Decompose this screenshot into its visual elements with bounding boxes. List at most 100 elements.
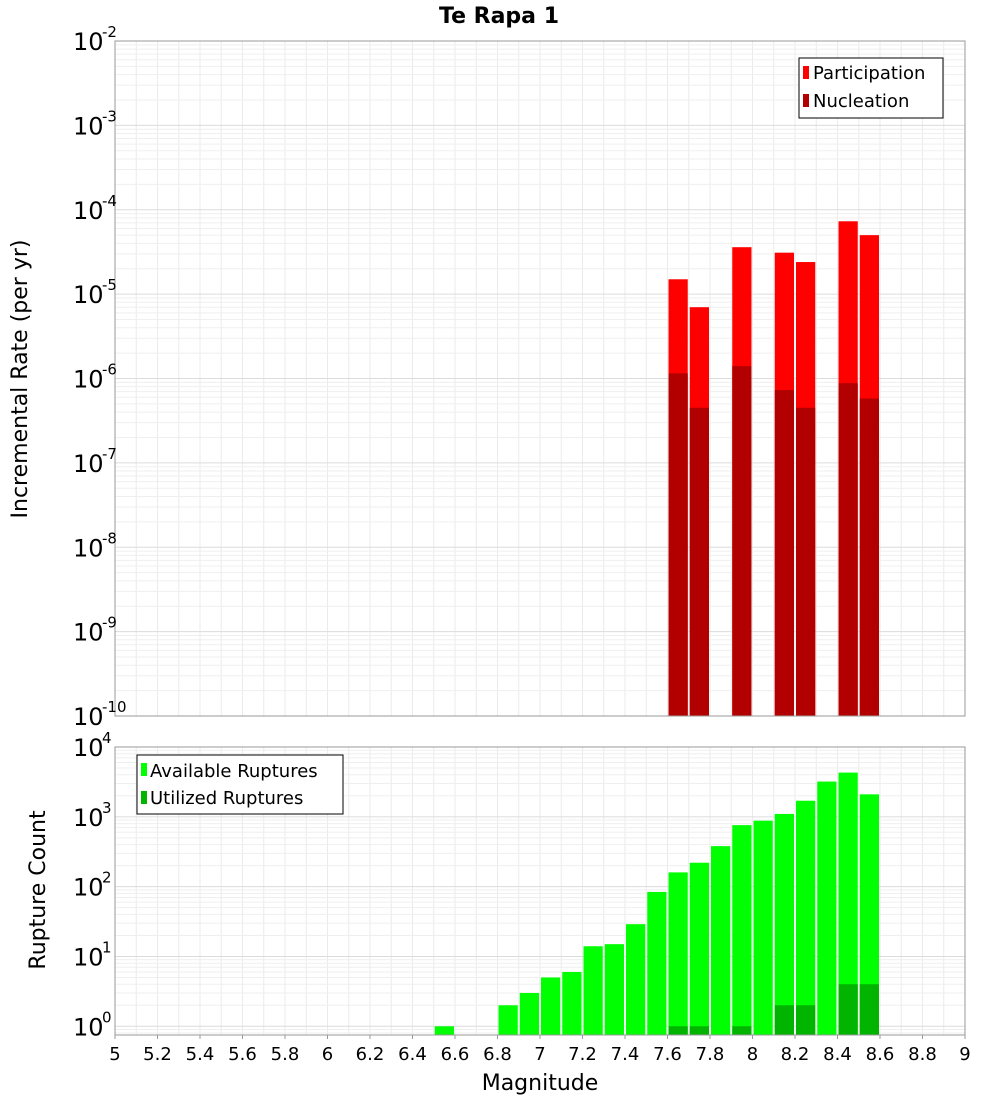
- y-tick-label: 10-4: [73, 192, 117, 225]
- bar-available-ruptures: [838, 772, 858, 1035]
- bar-available-ruptures: [604, 944, 624, 1035]
- bar-available-ruptures: [647, 891, 667, 1035]
- bar-available-ruptures: [498, 1005, 518, 1035]
- y-tick-label: 10-5: [73, 276, 117, 309]
- y-tick-base: 10: [73, 28, 104, 56]
- count-x-ticks: 5 5.2 5.4 5.6 5.8 6 6.2 6.4 6.6 6.8 7 7.2 7.4 7.6 7.8 8…: [109, 1035, 971, 1065]
- bar-available-ruptures: [541, 977, 561, 1035]
- bar-utilized-ruptures: [859, 984, 879, 1035]
- count-legend-box: [136, 754, 344, 815]
- x-tick-label: 8.8: [908, 1044, 937, 1065]
- y-tick-label: 10-9: [73, 614, 117, 647]
- y-tick-label: 104: [73, 729, 112, 762]
- y-tick-exponent: 2: [102, 869, 112, 887]
- y-tick-base: 10: [73, 450, 104, 478]
- bar-available-ruptures: [859, 794, 879, 1035]
- y-tick-base: 10: [73, 804, 104, 832]
- y-tick-label: 102: [73, 869, 112, 902]
- bar-nucleation: [859, 398, 879, 716]
- y-tick-exponent: -4: [102, 192, 117, 210]
- bar-available-ruptures: [434, 1026, 454, 1035]
- x-tick-label: 6.4: [398, 1044, 427, 1065]
- y-tick-exponent: -7: [102, 445, 117, 463]
- y-tick-label: 100: [73, 1008, 112, 1041]
- bar-nucleation: [774, 390, 794, 716]
- bar-nucleation: [668, 373, 688, 716]
- y-tick-label: 10-3: [73, 107, 117, 140]
- legend-swatch-available: [141, 763, 147, 776]
- y-tick-base: 10: [73, 619, 104, 647]
- x-tick-label: 7.6: [653, 1044, 682, 1065]
- bar-nucleation: [796, 407, 816, 716]
- y-tick-base: 10: [73, 281, 104, 309]
- x-tick-label: 9: [959, 1044, 970, 1065]
- x-tick-label: 8.2: [781, 1044, 810, 1065]
- bar-utilized-ruptures: [838, 984, 858, 1035]
- bar-utilized-ruptures: [689, 1026, 709, 1035]
- y-tick-exponent: 3: [102, 799, 112, 817]
- bar-available-ruptures: [732, 825, 752, 1035]
- y-tick-exponent: -6: [102, 361, 117, 379]
- count-y-axis-label: Rupture Count: [26, 810, 51, 970]
- legend-swatch-utilized: [141, 791, 147, 804]
- bar-nucleation: [732, 366, 752, 716]
- bar-available-ruptures: [626, 924, 646, 1035]
- legend-swatch-nucleation: [803, 94, 809, 107]
- bar-available-ruptures: [583, 946, 603, 1035]
- bar-available-ruptures: [689, 862, 709, 1035]
- count-legend: Available Ruptures Utilized Ruptures: [136, 754, 344, 815]
- bar-nucleation: [689, 407, 709, 716]
- y-tick-label: 10-8: [73, 529, 117, 562]
- rate-legend: Participation Nucleation: [798, 57, 944, 119]
- rate-bars: [668, 221, 879, 716]
- y-tick-base: 10: [73, 874, 104, 902]
- x-tick-label: 5.4: [186, 1044, 215, 1065]
- y-tick-exponent: 4: [102, 729, 112, 747]
- chart-title: Te Rapa 1: [439, 4, 559, 29]
- y-tick-label: 10-6: [73, 361, 117, 394]
- rate-gridlines: [114, 40, 966, 717]
- bar-available-ruptures: [562, 971, 582, 1035]
- x-tick-label: 5.2: [143, 1044, 172, 1065]
- x-tick-label: 5.6: [228, 1044, 257, 1065]
- bar-nucleation: [838, 383, 858, 716]
- y-tick-base: 10: [73, 534, 104, 562]
- legend-label-available: Available Ruptures: [150, 761, 318, 782]
- y-tick-label: 10-7: [73, 445, 117, 478]
- y-tick-exponent: 0: [102, 1008, 112, 1026]
- bar-utilized-ruptures: [774, 1005, 794, 1035]
- x-tick-label: 7.4: [611, 1044, 640, 1065]
- x-tick-label: 8.6: [866, 1044, 895, 1065]
- y-tick-label: 101: [73, 938, 112, 971]
- y-tick-label: 10-2: [73, 23, 117, 56]
- y-tick-base: 10: [73, 943, 104, 971]
- x-tick-label: 5.8: [271, 1044, 300, 1065]
- x-tick-label: 6.2: [356, 1044, 385, 1065]
- y-tick-exponent: -8: [102, 529, 117, 547]
- x-tick-label: 7: [534, 1044, 545, 1065]
- rate-y-axis-label: Incremental Rate (per yr): [8, 240, 33, 519]
- bar-utilized-ruptures: [668, 1026, 688, 1035]
- bar-utilized-ruptures: [796, 1005, 816, 1035]
- y-tick-base: 10: [73, 197, 104, 225]
- bar-available-ruptures: [753, 820, 773, 1035]
- y-tick-exponent: -3: [102, 107, 117, 125]
- bar-available-ruptures: [668, 872, 688, 1035]
- y-tick-base: 10: [73, 734, 104, 762]
- legend-label-nucleation: Nucleation: [813, 91, 909, 112]
- x-tick-label: 5: [109, 1044, 120, 1065]
- bar-available-ruptures: [774, 813, 794, 1035]
- y-tick-base: 10: [73, 112, 104, 140]
- y-tick-exponent: -5: [102, 276, 117, 294]
- x-tick-label: 6.6: [441, 1044, 470, 1065]
- y-tick-base: 10: [73, 366, 104, 394]
- y-tick-exponent: 1: [102, 938, 112, 956]
- x-tick-label: 6.8: [483, 1044, 512, 1065]
- bar-available-ruptures: [817, 781, 837, 1035]
- bar-available-ruptures: [519, 992, 539, 1035]
